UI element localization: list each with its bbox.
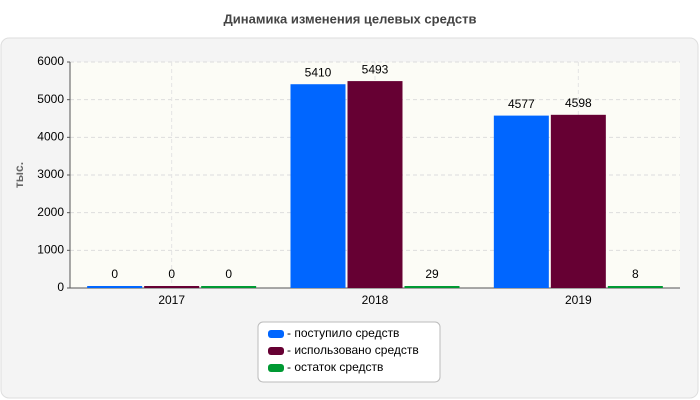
data-label: 5410: [305, 65, 332, 79]
legend-box: [257, 321, 441, 383]
bar: [493, 115, 549, 288]
y-tick-label: 0: [57, 280, 64, 294]
legend-swatch: [268, 364, 284, 372]
data-label: 4598: [565, 96, 592, 110]
x-tick-label: 2018: [362, 293, 389, 307]
bar: [347, 81, 403, 288]
bar: [144, 286, 200, 288]
data-label: 29: [425, 267, 439, 281]
legend-label: - остаток средств: [287, 360, 383, 374]
data-label: 0: [225, 267, 232, 281]
bar: [290, 84, 346, 289]
chart-title: Динамика изменения целевых средств: [224, 11, 477, 26]
y-tick-label: 2000: [37, 205, 64, 219]
y-tick-label: 3000: [37, 167, 64, 181]
bar: [404, 286, 460, 288]
y-tick-label: 4000: [37, 130, 64, 144]
data-label: 5493: [362, 62, 389, 76]
data-label: 8: [632, 267, 639, 281]
legend-swatch: [268, 347, 284, 355]
y-tick-label: 6000: [37, 54, 64, 68]
legend-label: - использовано средств: [287, 343, 419, 357]
x-tick-label: 2017: [158, 293, 185, 307]
data-label: 4577: [508, 97, 535, 111]
bar: [550, 114, 606, 288]
bar: [87, 286, 143, 288]
data-label: 0: [168, 267, 175, 281]
x-tick-label: 2019: [565, 293, 592, 307]
bar: [607, 286, 663, 288]
y-axis-label: тыс.: [12, 162, 26, 188]
bar: [201, 286, 257, 288]
data-label: 0: [111, 267, 118, 281]
legend-label: - поступило средств: [287, 326, 399, 340]
y-tick-label: 5000: [37, 92, 64, 106]
legend-swatch: [268, 330, 284, 338]
y-tick-label: 1000: [37, 243, 64, 257]
